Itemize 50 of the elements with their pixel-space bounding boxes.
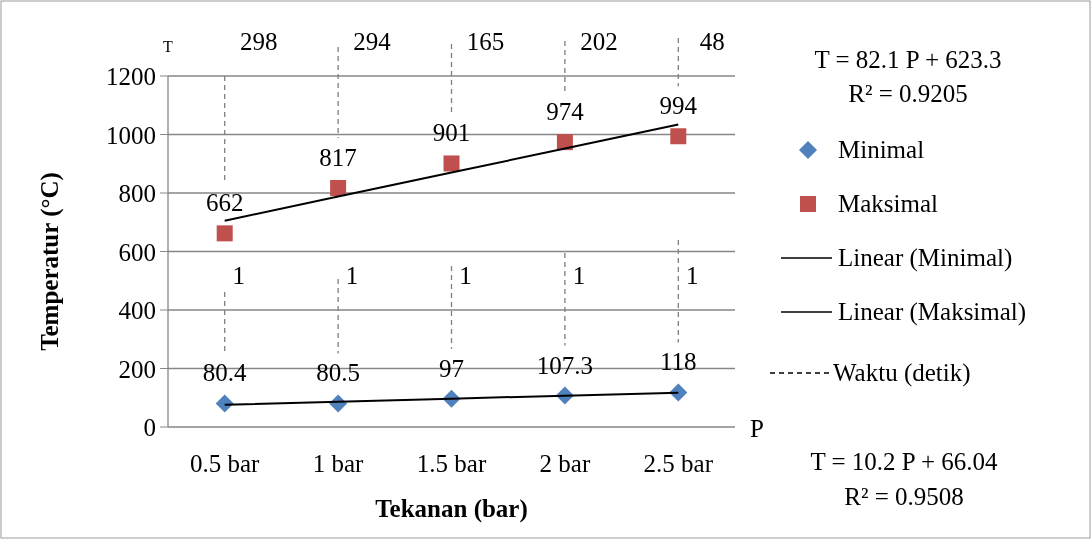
data-label: 994 bbox=[659, 92, 698, 120]
text: P bbox=[750, 415, 764, 442]
legend-label: Waktu (detik) bbox=[833, 359, 971, 387]
x-tick-label: 1 bar bbox=[312, 450, 365, 477]
y-tick-label: 200 bbox=[118, 355, 156, 383]
y-axis-title: Temperatur (°C) bbox=[36, 172, 64, 351]
text: 294 bbox=[353, 28, 392, 55]
data-label: 97 bbox=[439, 354, 464, 382]
x-tick-label: 1.5 bar bbox=[416, 450, 487, 477]
text: R² = 0.9508 bbox=[844, 483, 964, 510]
text: 165 bbox=[466, 28, 505, 55]
annotation: 1 bbox=[572, 262, 586, 289]
data-label: 901 bbox=[432, 119, 471, 147]
x-tick-label: 0.5 bar bbox=[189, 450, 261, 477]
y-tick-label: 1200 bbox=[106, 63, 156, 90]
data-label: 107.3 bbox=[536, 351, 594, 379]
data-label: 80.4 bbox=[202, 359, 248, 387]
point bbox=[670, 128, 687, 145]
text: R² = 0.9205 bbox=[848, 80, 968, 107]
data-label: 662 bbox=[205, 189, 244, 217]
x-tick-label: 2 bar bbox=[539, 450, 591, 477]
text: 298 bbox=[239, 28, 278, 55]
text: 48 bbox=[699, 28, 725, 55]
x-tick-label: 2.5 bar bbox=[643, 450, 714, 477]
data-label: 974 bbox=[546, 98, 585, 126]
point bbox=[215, 394, 234, 413]
legend-label: Linear (Maksimal) bbox=[838, 298, 1027, 326]
annotation: 1 bbox=[686, 262, 699, 289]
data-label: 817 bbox=[319, 144, 357, 172]
x-axis-title: Tekanan (bar) bbox=[375, 495, 528, 523]
text: T bbox=[163, 38, 174, 55]
text: T = 82.1 P + 623.3 bbox=[814, 46, 1002, 73]
point bbox=[216, 225, 233, 242]
legend-label: Linear (Minimal) bbox=[838, 244, 1013, 272]
y-tick-label: 800 bbox=[118, 180, 156, 207]
annotation: 1 bbox=[345, 262, 359, 289]
point bbox=[443, 155, 460, 172]
data-label: 80.5 bbox=[316, 359, 360, 387]
data-label: 118 bbox=[660, 348, 697, 376]
y-tick-label: 600 bbox=[118, 238, 156, 266]
text: 202 bbox=[580, 28, 618, 55]
y-tick-label: 1000 bbox=[106, 121, 156, 149]
y-tick-label: 400 bbox=[118, 297, 156, 324]
y-tick-label: 0 bbox=[143, 414, 156, 441]
legend-label: Minimal bbox=[838, 136, 925, 163]
annotation: 1 bbox=[232, 262, 245, 289]
point bbox=[330, 180, 347, 197]
annotation: 1 bbox=[459, 262, 472, 289]
text: T = 10.2 P + 66.04 bbox=[810, 448, 999, 475]
legend-label: Maksimal bbox=[838, 190, 939, 217]
